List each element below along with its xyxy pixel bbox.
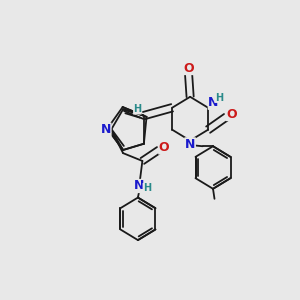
Text: N: N — [208, 96, 219, 109]
Text: N: N — [100, 123, 111, 136]
Text: N: N — [185, 138, 195, 151]
Text: O: O — [159, 141, 170, 154]
Text: O: O — [226, 107, 237, 121]
Text: H: H — [143, 183, 151, 193]
Text: H: H — [133, 104, 141, 114]
Text: N: N — [134, 179, 145, 193]
Text: H: H — [215, 93, 223, 103]
Text: O: O — [183, 61, 194, 74]
